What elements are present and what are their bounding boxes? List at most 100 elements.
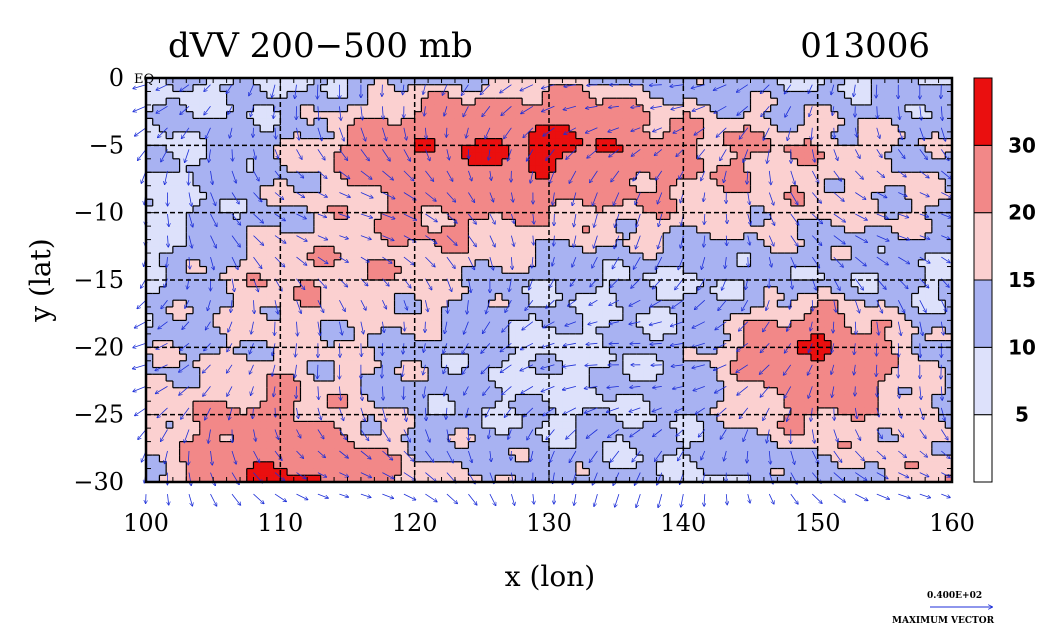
field-cell [784, 306, 792, 315]
field-cell [421, 152, 429, 160]
field-cell [931, 340, 940, 348]
field-cell [186, 226, 194, 234]
field-cell [360, 226, 369, 234]
field-cell [649, 239, 658, 247]
field-cell [817, 192, 825, 200]
field-cell [293, 91, 302, 99]
field-cell [367, 327, 375, 335]
field-cell [763, 192, 772, 200]
field-cell [266, 185, 275, 194]
field-cell [454, 306, 463, 315]
field-cell [461, 266, 469, 274]
field-cell [434, 239, 443, 247]
field-cell [817, 340, 825, 348]
field-cell [374, 340, 382, 348]
field-cell [911, 313, 920, 321]
field-cell [931, 111, 940, 119]
field-cell [857, 266, 866, 274]
field-cell [851, 286, 859, 295]
field-cell [824, 253, 832, 261]
field-cell [743, 232, 752, 241]
field-cell [488, 104, 496, 113]
field-cell [730, 78, 738, 86]
field-cell [508, 232, 517, 241]
field-cell [878, 158, 886, 167]
field-cell [172, 78, 181, 86]
field-cell [757, 199, 765, 207]
field-cell [394, 152, 402, 160]
field-cell [334, 327, 342, 335]
field-cell [911, 273, 920, 281]
field-cell [743, 300, 752, 308]
field-cell [186, 239, 194, 247]
field-cell [495, 286, 503, 295]
field-cell [260, 313, 268, 321]
field-cell [320, 219, 328, 227]
field-cell [878, 259, 886, 268]
field-cell [938, 91, 946, 99]
field-cell [522, 293, 530, 301]
field-cell [206, 205, 214, 214]
field-cell [206, 98, 214, 106]
field-cell [609, 131, 617, 140]
field-cell [609, 306, 617, 315]
field-cell [535, 300, 543, 308]
field-cell [810, 327, 819, 335]
field-cell [407, 145, 416, 153]
field-cell [569, 333, 577, 342]
field-cell [441, 212, 449, 220]
field-cell [354, 131, 362, 140]
field-cell [246, 320, 255, 328]
field-cell [340, 259, 349, 268]
field-cell [555, 273, 564, 281]
field-cell [360, 354, 369, 362]
field-cell [871, 253, 879, 261]
field-cell [884, 138, 893, 146]
field-cell [367, 286, 375, 295]
field-cell [770, 320, 778, 328]
field-cell [146, 266, 154, 274]
field-cell [669, 111, 678, 119]
field-cell [159, 259, 167, 268]
field-cell [219, 347, 228, 355]
field-cell [616, 104, 624, 113]
field-cell [804, 152, 812, 160]
field-cell [864, 158, 872, 167]
field-cell [871, 212, 879, 220]
field-cell [750, 273, 758, 281]
field-cell [931, 172, 940, 180]
field-cell [703, 286, 711, 295]
field-cell [777, 91, 785, 99]
field-cell [844, 78, 852, 86]
field-cell [421, 219, 429, 227]
field-cell [320, 320, 328, 328]
field-cell [629, 98, 637, 106]
field-cell [582, 354, 590, 362]
field-cell [904, 327, 913, 335]
field-cell [515, 118, 523, 126]
field-cell [448, 354, 456, 362]
field-cell [152, 185, 161, 194]
field-cell [763, 111, 772, 119]
field-cell [334, 293, 342, 301]
field-cell [313, 320, 322, 328]
field-cell [730, 152, 738, 160]
field-cell [387, 185, 396, 194]
field-cell [347, 293, 355, 301]
field-cell [179, 138, 187, 146]
field-cell [146, 212, 154, 220]
field-cell [481, 138, 490, 146]
field-cell [716, 158, 725, 167]
field-cell [871, 185, 879, 194]
field-cell [569, 98, 577, 106]
field-cell [602, 300, 611, 308]
field-cell [817, 131, 825, 140]
field-cell [226, 152, 234, 160]
field-cell [871, 192, 879, 200]
field-cell [226, 246, 234, 254]
field-cell [643, 266, 651, 274]
field-cell [797, 199, 805, 207]
field-cell [690, 131, 698, 140]
field-cell [797, 333, 805, 342]
field-cell [441, 313, 449, 321]
